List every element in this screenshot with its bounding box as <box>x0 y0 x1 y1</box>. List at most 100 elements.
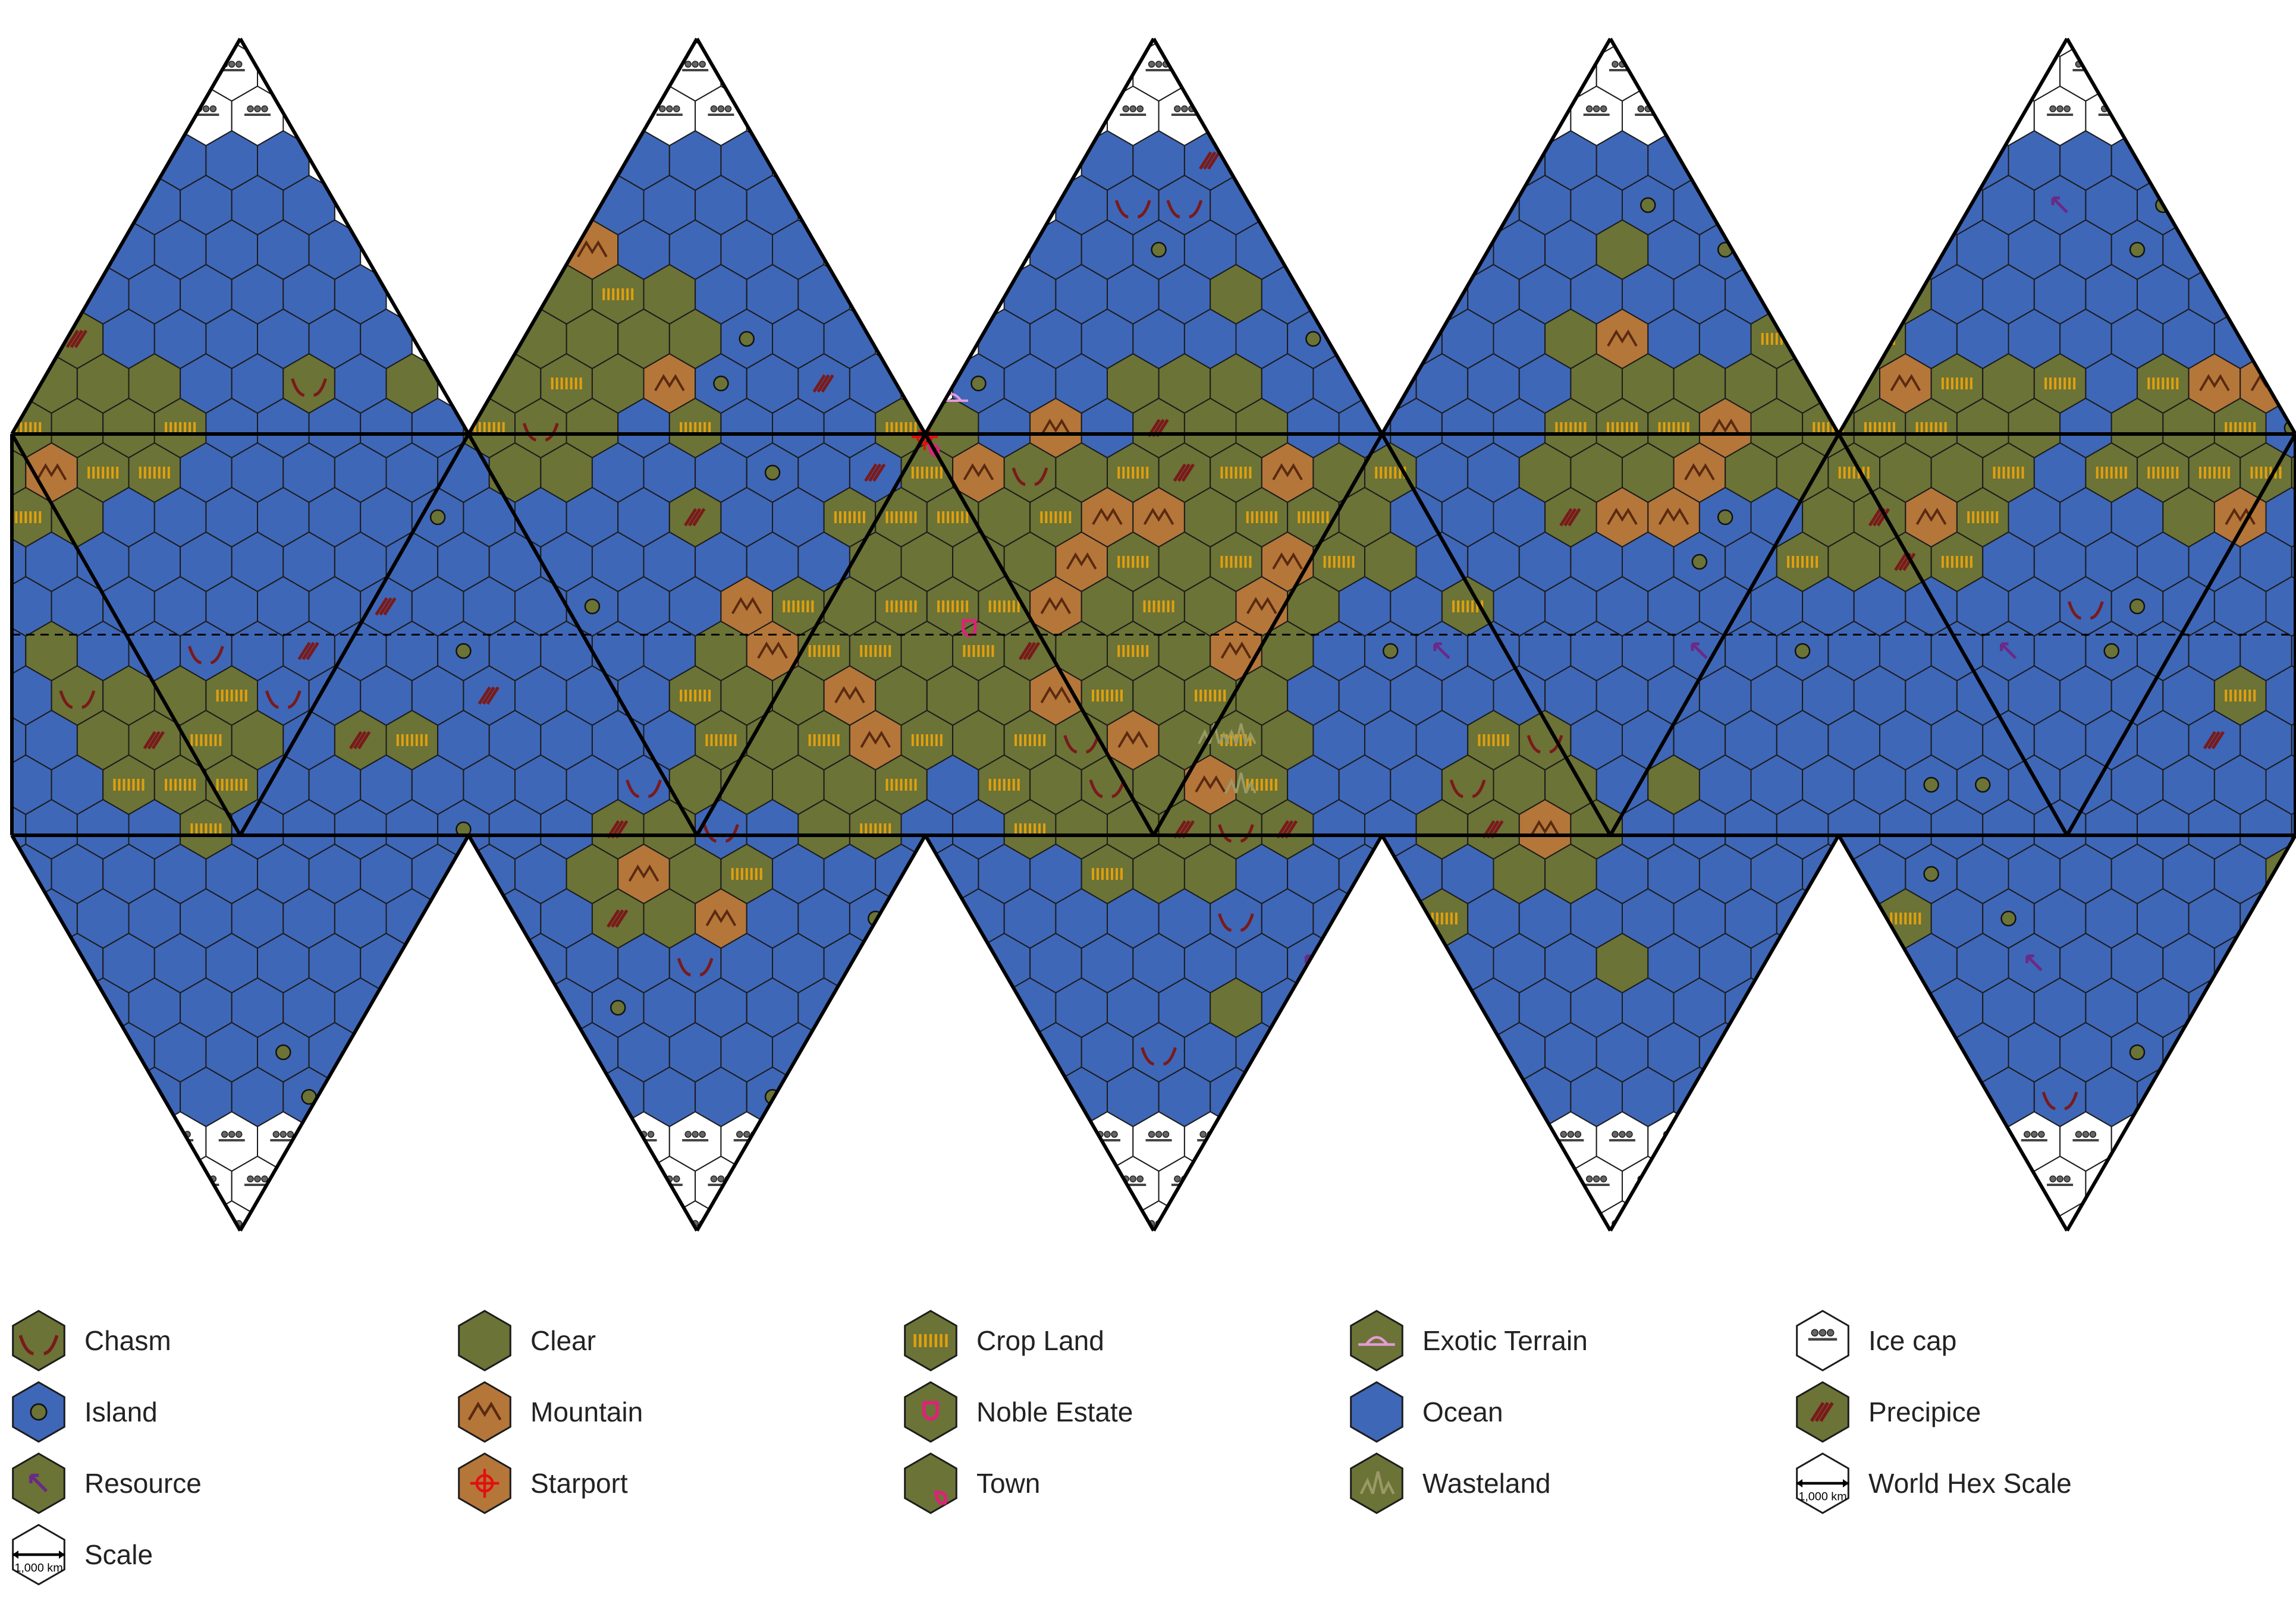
ice-dot <box>647 1131 655 1138</box>
legend-item-island: Island <box>6 1379 158 1445</box>
precipice-stroke <box>74 329 88 348</box>
legend-item-resource: Resource <box>6 1451 202 1516</box>
mountain-icon <box>860 731 891 748</box>
ice-dot <box>1181 105 1188 112</box>
precipice-stroke <box>1559 508 1573 527</box>
legend-item-scale: 1,000 km Scale <box>6 1522 153 1587</box>
island-icon <box>2129 241 2146 258</box>
ice-dot <box>202 105 210 112</box>
ice-dot <box>1677 1131 1685 1138</box>
precipice-stroke <box>1018 641 1032 660</box>
ice-dot <box>1148 61 1155 68</box>
ice-dot <box>2100 1175 2108 1182</box>
map-legend: Chasm Clear Crop Land Exotic Terrain Ice cap… <box>0 1308 2296 1617</box>
net-edge-line <box>1152 834 1384 1232</box>
world-map <box>10 37 2296 1232</box>
town-icon <box>934 1490 947 1505</box>
ice-dot <box>235 61 243 68</box>
precipice-stroke <box>1851 374 1864 393</box>
ice-dot <box>1104 1131 1111 1138</box>
mountain-icon <box>36 463 67 481</box>
ice-dot <box>1174 1175 1181 1182</box>
mountain-icon <box>1658 508 1689 526</box>
ice-dot <box>1612 1131 1619 1138</box>
precipice-stroke <box>375 597 388 616</box>
wasteland-icon <box>1224 772 1257 794</box>
precipice-stroke <box>353 731 367 750</box>
net-edge-line <box>924 834 1155 1232</box>
world-hex-ocean <box>2291 620 2295 682</box>
ice-dot <box>1644 1175 1652 1182</box>
legend-item-ice-cap: Ice cap <box>1790 1308 1956 1373</box>
legend-label: Island <box>84 1396 158 1427</box>
starport-icon <box>458 1452 511 1514</box>
scale-arrowheads <box>1796 1479 1849 1487</box>
ice-dot <box>1585 105 1593 112</box>
legend-hex <box>904 1452 957 1514</box>
precipice-stroke <box>864 463 878 482</box>
resource-icon <box>12 1452 65 1514</box>
island-icon <box>1383 643 1399 659</box>
precipice-stroke <box>692 508 706 527</box>
net-edge-line <box>1837 834 2069 1232</box>
legend-hex <box>458 1310 511 1372</box>
chasm-icon <box>18 1335 59 1355</box>
precipice-stroke <box>1563 508 1577 527</box>
legend-item-exotic-terrain: Exotic Terrain <box>1344 1308 1588 1373</box>
legend-label: World Hex Scale <box>1868 1468 2072 1499</box>
world-hex-ocean <box>2291 531 2295 593</box>
island-icon <box>2129 1044 2146 1061</box>
ice-dot <box>1619 1131 1626 1138</box>
resource-icon <box>1691 642 1708 659</box>
precipice-icon <box>1796 1381 1849 1443</box>
precipice-stroke <box>297 641 311 660</box>
ice-dot <box>228 1131 235 1138</box>
island-icon <box>429 509 446 526</box>
ice-dot <box>1541 105 1549 112</box>
ice-dot <box>717 1175 725 1182</box>
island-icon <box>30 1403 48 1421</box>
precipice-stroke <box>357 731 371 750</box>
legend-hex <box>1350 1452 1403 1514</box>
scale-arrowheads <box>12 1550 65 1559</box>
precipice-stroke <box>2211 731 2225 750</box>
mountain-icon <box>628 864 659 882</box>
island-icon <box>713 375 729 392</box>
precipice-stroke <box>1568 508 1581 527</box>
precipice-stroke <box>1819 1402 1834 1422</box>
precipice-stroke <box>1181 463 1195 482</box>
legend-label: Town <box>976 1468 1041 1499</box>
chasm-icon <box>1114 200 1151 219</box>
mountain-icon <box>654 374 685 392</box>
ice-dot <box>1651 1175 1659 1182</box>
island-icon <box>610 999 626 1016</box>
ice-dot <box>2024 1131 2031 1138</box>
mountain-icon <box>963 463 994 481</box>
ice-dot <box>2115 1175 2122 1182</box>
ice-dot <box>221 1220 228 1227</box>
net-edge-line <box>1380 37 1612 435</box>
chasm-icon <box>1166 200 1203 219</box>
ice-dot <box>2049 105 2056 112</box>
precipice-stroke <box>684 508 698 527</box>
precipice-stroke <box>1902 552 1916 571</box>
ice-dot <box>1593 105 1600 112</box>
ice-dot <box>247 105 254 112</box>
ice-dot <box>2005 105 2012 112</box>
legend-label: Starport <box>530 1468 628 1499</box>
precipice-stroke <box>816 374 830 393</box>
mountain-icon <box>1246 597 1277 615</box>
mountain-icon <box>1220 641 1252 659</box>
world-hex-ocean <box>2291 798 2295 860</box>
chasm-icon <box>291 378 328 397</box>
ice-dot <box>2082 1131 2090 1138</box>
mountain-icon <box>1684 463 1715 481</box>
ice-dot <box>247 1175 254 1182</box>
island-icon <box>970 375 987 392</box>
mountain-icon <box>1607 508 1638 526</box>
noble-icon <box>904 1381 957 1443</box>
none-icon <box>458 1310 511 1372</box>
island-icon <box>1923 866 1939 882</box>
chasm-icon <box>12 1310 65 1372</box>
island-icon <box>275 1044 291 1061</box>
